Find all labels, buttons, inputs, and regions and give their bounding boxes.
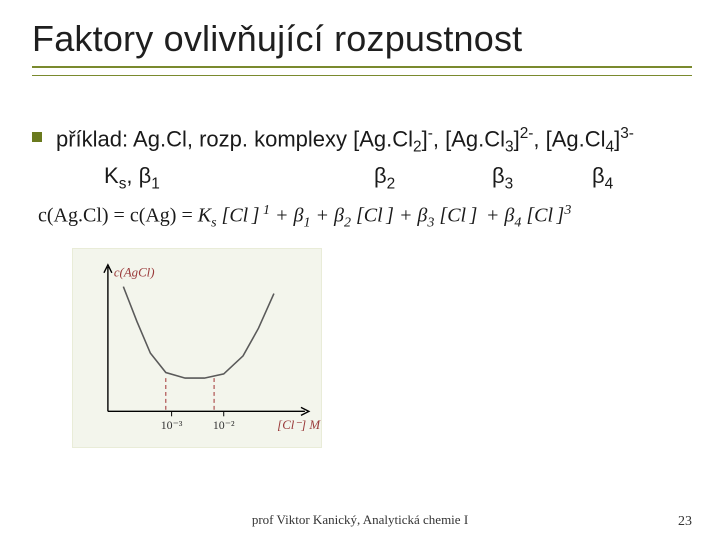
svg-text:[Cl⁻] M: [Cl⁻] M xyxy=(277,418,321,432)
slide-number: 23 xyxy=(678,514,692,530)
solubility-chart: c(AgCl) 10⁻³ 10⁻² [Cl⁻] M xyxy=(72,248,322,448)
beta-3: β3 xyxy=(492,163,592,193)
slide: Faktory ovlivňující rozpustnost příklad:… xyxy=(0,0,720,540)
slide-title: Faktory ovlivňující rozpustnost xyxy=(32,18,696,60)
bullet-text: příklad: Ag.Cl, rozp. komplexy [Ag.Cl2]-… xyxy=(56,124,634,159)
beta-row: Ks, β1 β2 β3 β4 xyxy=(32,163,696,193)
beta-2: β2 xyxy=(374,163,492,193)
equation: c(Ag.Cl) = c(Ag) = Ks [Cl ] 1 + β1 + β2 … xyxy=(38,203,696,232)
svg-text:10⁻²: 10⁻² xyxy=(213,418,235,432)
beta-1: Ks, β1 xyxy=(104,163,374,193)
title-underline xyxy=(32,66,692,76)
chart-svg: c(AgCl) 10⁻³ 10⁻² [Cl⁻] M xyxy=(73,249,321,447)
svg-text:c(AgCl): c(AgCl) xyxy=(114,265,155,279)
svg-text:10⁻³: 10⁻³ xyxy=(161,418,183,432)
bullet-icon xyxy=(32,132,42,142)
body: příklad: Ag.Cl, rozp. komplexy [Ag.Cl2]-… xyxy=(32,124,696,448)
beta-4: β4 xyxy=(592,163,613,193)
title-block: Faktory ovlivňující rozpustnost xyxy=(32,0,696,76)
footer-text: prof Viktor Kanický, Analytická chemie I xyxy=(0,512,720,528)
bullet-row: příklad: Ag.Cl, rozp. komplexy [Ag.Cl2]-… xyxy=(32,124,696,159)
